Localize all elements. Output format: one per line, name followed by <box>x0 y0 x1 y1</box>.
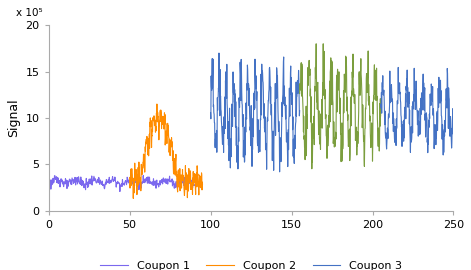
Coupon 1 <box>64 181 69 184</box>
Coupon 3 <box>277 170 283 173</box>
Coupon 3 <box>216 52 222 55</box>
Coupon 2 <box>154 102 160 106</box>
Coupon 2 <box>193 181 199 184</box>
Coupon 1 <box>153 179 158 183</box>
Line: Coupon 2: Coupon 2 <box>130 104 203 198</box>
Line: Coupon 3: Coupon 3 <box>211 53 300 172</box>
Coupon 1 <box>93 181 99 184</box>
Coupon 2 <box>172 157 178 160</box>
Coupon 1 <box>138 185 144 188</box>
Line: Coupon 1: Coupon 1 <box>49 176 195 191</box>
Coupon 2 <box>130 197 136 200</box>
Coupon 3 <box>218 108 224 111</box>
Coupon 1 <box>46 187 51 190</box>
Coupon 1 <box>152 183 157 187</box>
Coupon 2 <box>171 164 176 168</box>
Coupon 3 <box>215 109 220 112</box>
Coupon 3 <box>286 114 292 117</box>
Coupon 3 <box>208 111 213 114</box>
Coupon 3 <box>297 109 302 112</box>
Coupon 2 <box>171 171 176 174</box>
Coupon 2 <box>127 176 132 179</box>
Coupon 3 <box>294 95 300 98</box>
Legend: Coupon 1, Coupon 2, Coupon 3: Coupon 1, Coupon 2, Coupon 3 <box>96 257 407 270</box>
Coupon 2 <box>189 183 195 186</box>
Coupon 3 <box>210 58 216 61</box>
Coupon 3 <box>264 168 269 171</box>
Coupon 1 <box>104 178 109 181</box>
Y-axis label: Signal: Signal <box>7 99 20 137</box>
Coupon 2 <box>200 183 205 186</box>
Coupon 2 <box>127 186 133 190</box>
Coupon 1 <box>192 183 197 187</box>
Coupon 1 <box>140 174 146 177</box>
Coupon 1 <box>117 190 123 193</box>
Text: x 10⁵: x 10⁵ <box>16 8 43 18</box>
